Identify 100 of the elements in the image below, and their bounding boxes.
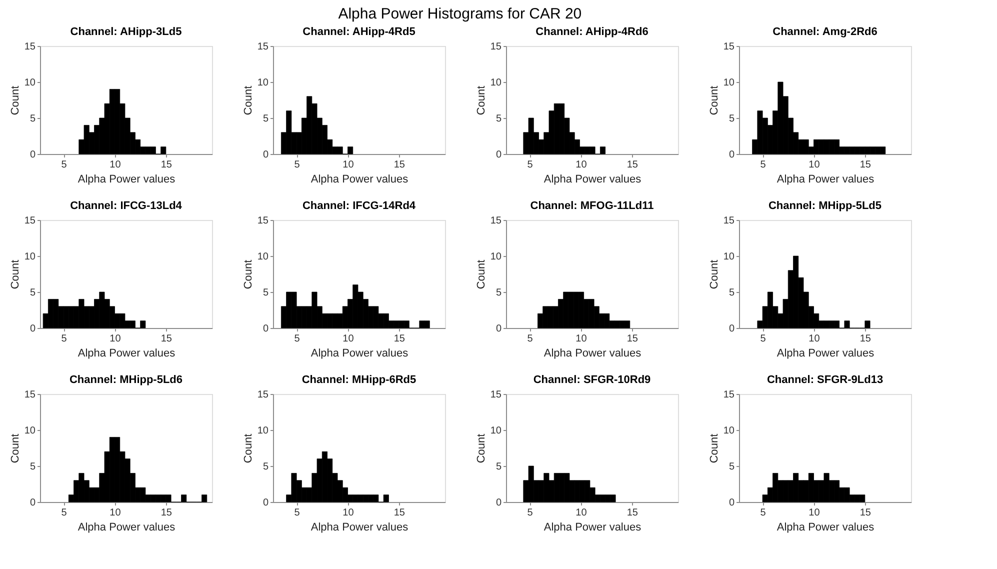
chart-title: Channel: IFCG-13Ld4 [70,200,183,212]
chart-title: Channel: SFGR-9Ld13 [766,374,884,386]
chart-title: Channel: AHipp-4Rd6 [536,26,648,38]
y-axis-title: Count [708,434,720,464]
y-tick-label: 15 [723,390,735,400]
y-tick-label: 15 [723,42,735,52]
y-axis-title: Count [242,434,254,464]
y-tick-label: 5 [30,288,36,298]
y-tick-label: 5 [496,462,502,472]
y-tick-label: 15 [723,216,735,226]
x-tick-label: 10 [342,508,354,518]
y-tick-label: 10 [490,252,502,262]
y-tick-label: 10 [723,426,735,436]
x-tick-label: 10 [808,508,820,518]
x-tick-label: 5 [527,508,534,518]
y-tick-label: 0 [496,150,502,160]
x-tick-label: 10 [110,508,122,518]
y-axis-title: Count [475,434,488,464]
y-tick-label: 0 [728,150,735,160]
x-axis-title: Alpha Power values [544,348,642,360]
y-tick-label: 15 [257,390,269,400]
y-tick-label: 5 [262,114,269,124]
y-tick-label: 5 [496,114,502,124]
y-tick-label: 10 [24,78,36,88]
y-axis-title: Count [9,86,22,116]
x-tick-label: 10 [808,160,820,170]
y-tick-label: 0 [262,498,269,508]
x-tick-label: 5 [527,160,534,170]
y-axis-title: Count [475,260,488,290]
y-tick-label: 5 [728,288,735,298]
y-tick-label: 0 [262,150,269,160]
y-axis-title: Count [708,260,720,290]
x-axis-title: Alpha Power values [776,174,875,186]
x-axis-title: Alpha Power values [544,174,642,186]
y-tick-label: 5 [728,462,735,472]
y-tick-label: 10 [723,252,735,262]
y-axis-title: Count [242,86,254,116]
chart-title: Channel: AHipp-3Ld5 [70,26,182,38]
x-tick-label: 10 [576,508,588,518]
x-tick-label: 5 [760,508,766,518]
x-tick-label: 15 [394,160,406,170]
y-tick-label: 0 [728,498,735,508]
x-tick-label: 15 [860,160,872,170]
y-tick-label: 5 [496,288,502,298]
x-tick-label: 5 [61,160,68,170]
y-tick-label: 15 [24,42,36,52]
y-tick-label: 15 [490,42,502,52]
y-tick-label: 15 [490,216,502,226]
y-tick-label: 0 [30,150,36,160]
x-tick-label: 5 [760,334,766,344]
y-tick-label: 10 [257,426,269,436]
y-tick-label: 0 [30,324,36,334]
x-tick-label: 10 [110,160,122,170]
x-tick-label: 15 [394,334,406,344]
y-tick-label: 0 [30,498,36,508]
y-tick-label: 10 [24,426,36,436]
y-axis-title: Count [475,86,488,116]
x-tick-label: 10 [576,334,588,344]
chart-title: Channel: MHipp-5Ld6 [69,374,183,386]
y-axis-title: Count [708,86,720,116]
x-tick-label: 5 [294,508,300,518]
x-tick-label: 15 [860,334,872,344]
y-axis-title: Count [242,260,254,290]
chart-title: Channel: MFOG-11Ld11 [530,200,654,212]
y-tick-label: 10 [257,78,269,88]
chart-title: Channel: Amg-2Rd6 [772,26,878,38]
x-axis-title: Alpha Power values [310,174,409,186]
y-tick-label: 10 [490,426,502,436]
x-tick-label: 15 [394,508,406,518]
x-axis-title: Alpha Power values [776,348,875,360]
x-tick-label: 15 [626,160,638,170]
x-tick-label: 10 [342,334,354,344]
y-tick-label: 5 [30,114,36,124]
y-tick-label: 0 [262,324,269,334]
x-axis-title: Alpha Power values [544,522,642,534]
y-tick-label: 15 [257,216,269,226]
x-tick-label: 5 [61,508,68,518]
x-tick-label: 15 [860,508,872,518]
y-tick-label: 10 [723,78,735,88]
x-tick-label: 15 [626,334,638,344]
x-tick-label: 5 [61,334,68,344]
x-axis-title: Alpha Power values [78,348,176,360]
x-tick-label: 15 [160,334,172,344]
x-axis-title: Alpha Power values [78,174,176,186]
y-axis-title: Count [9,434,22,464]
x-axis-title: Alpha Power values [310,522,409,534]
y-tick-label: 5 [30,462,36,472]
chart-title: Channel: MHipp-6Rd5 [302,374,416,386]
x-tick-label: 10 [576,160,588,170]
y-tick-label: 15 [24,216,36,226]
chart-title: Channel: SFGR-10Rd9 [533,374,651,386]
y-tick-label: 0 [496,498,502,508]
x-tick-label: 15 [626,508,638,518]
y-tick-label: 10 [257,252,269,262]
y-tick-label: 0 [496,324,502,334]
x-axis-title: Alpha Power values [78,522,176,534]
y-tick-label: 5 [262,288,269,298]
x-tick-label: 15 [160,160,172,170]
chart-title: Channel: MHipp-5Ld5 [768,200,882,212]
x-tick-label: 10 [110,334,122,344]
